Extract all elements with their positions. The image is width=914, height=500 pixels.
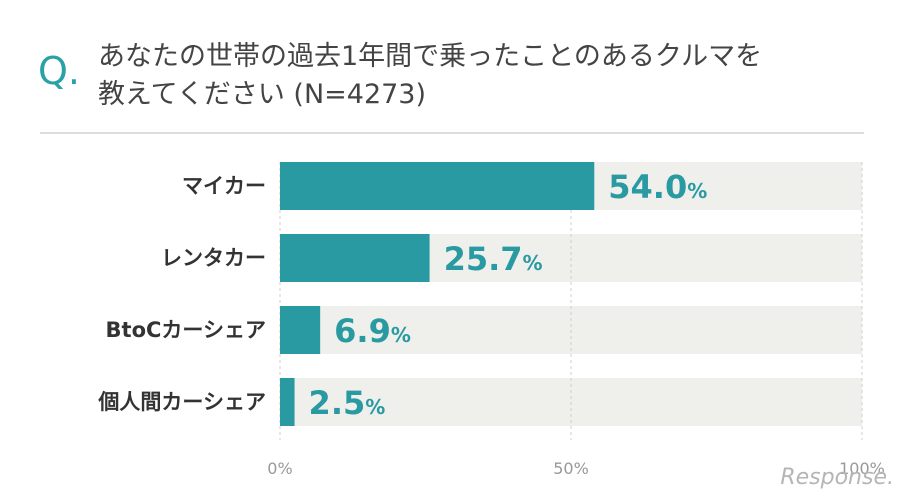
bar bbox=[280, 162, 595, 210]
bar bbox=[280, 378, 295, 426]
header-divider bbox=[40, 132, 864, 134]
question-line-2: 教えてください (N=4273) bbox=[98, 79, 427, 110]
value-unit: % bbox=[365, 395, 385, 419]
value-unit: % bbox=[687, 179, 707, 203]
category-label: レンタカー bbox=[161, 246, 266, 270]
question-text: あなたの世帯の過去1年間で乗ったことのあるクルマを 教えてください (N=427… bbox=[98, 38, 762, 114]
x-tick-label: 100% bbox=[839, 459, 885, 478]
value-unit: % bbox=[523, 251, 543, 275]
value-unit: % bbox=[391, 323, 411, 347]
response-watermark: Response. bbox=[780, 465, 894, 490]
question-marker: Q. bbox=[38, 49, 80, 93]
category-label: BtoCカーシェア bbox=[106, 318, 266, 342]
category-label: マイカー bbox=[182, 174, 266, 198]
bar bbox=[280, 234, 430, 282]
x-tick-label: 50% bbox=[553, 459, 589, 478]
bar bbox=[280, 306, 321, 354]
question-line-1: あなたの世帯の過去1年間で乗ったことのあるクルマを bbox=[98, 41, 763, 72]
x-tick-label: 0% bbox=[267, 459, 292, 478]
category-label: 個人間カーシェア bbox=[97, 390, 266, 414]
value-label: 2.5% bbox=[309, 384, 386, 422]
